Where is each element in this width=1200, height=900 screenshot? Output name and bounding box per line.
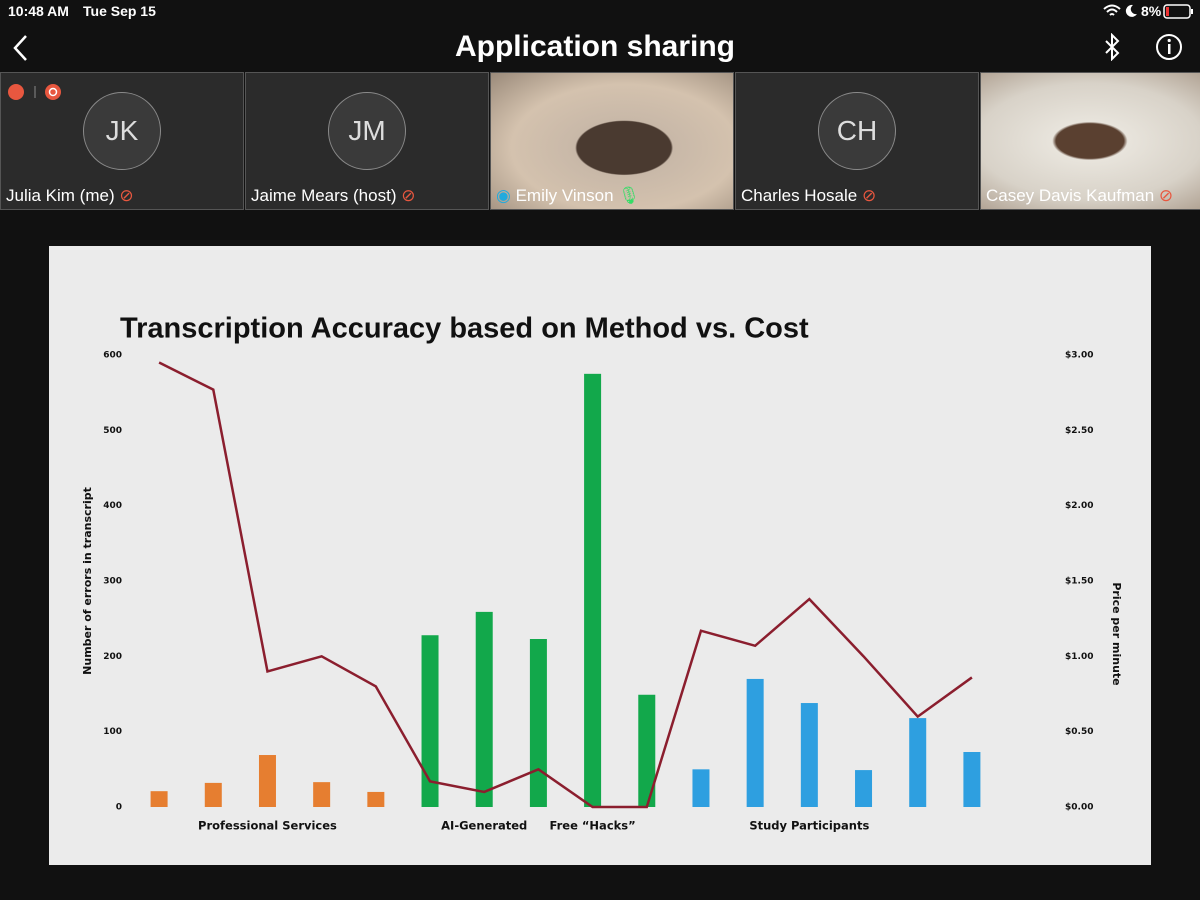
y2-tick-label: $1.50: [1065, 577, 1093, 587]
bar: [909, 718, 927, 807]
bar: [963, 752, 981, 807]
chart-title: Transcription Accuracy based on Method v…: [120, 313, 809, 345]
video-feed: [491, 73, 733, 209]
price-line: [158, 361, 973, 809]
y2-tick-label: $0.50: [1065, 727, 1093, 737]
bar: [367, 791, 385, 807]
participant-tile[interactable]: ◉ Emily Vinson 🎙: [490, 72, 734, 210]
initials: CH: [818, 92, 896, 170]
shared-slide: Transcription Accuracy based on Method v…: [49, 246, 1151, 865]
name: Charles Hosale: [741, 186, 858, 205]
participant-name: ◉ Emily Vinson 🎙: [496, 186, 640, 205]
y-tick-label: 600: [103, 351, 122, 361]
y-tick-label: 100: [103, 727, 122, 737]
participant-name: Casey Davis Kaufman ⊘: [986, 186, 1174, 205]
y-tick-label: 200: [103, 652, 122, 662]
bluetooth-button[interactable]: [1100, 33, 1124, 61]
bar: [584, 373, 602, 807]
time: 10:48 AM: [8, 3, 69, 19]
bar: [204, 782, 222, 807]
participant-tile[interactable]: CH Charles Hosale ⊘: [735, 72, 979, 210]
participant-tile[interactable]: Casey Davis Kaufman ⊘: [980, 72, 1200, 210]
info-button[interactable]: [1154, 32, 1184, 62]
wifi-icon: [1103, 4, 1121, 16]
y2-tick-label: $3.00: [1065, 351, 1093, 361]
moon-icon: [1125, 4, 1137, 17]
header-title: Application sharing: [454, 30, 736, 63]
bar: [421, 635, 439, 807]
y2-tick-label: $2.00: [1065, 501, 1093, 511]
y2-tick-label: $2.50: [1065, 426, 1093, 436]
y2-tick-label: $1.00: [1065, 652, 1093, 662]
participant-tile[interactable]: JK Julia Kim (me) ⊘: [0, 72, 244, 210]
y-tick-label: 0: [116, 803, 122, 813]
bar: [258, 755, 276, 807]
x-tick-label: Study Participants: [749, 819, 869, 833]
video-feed: [981, 73, 1200, 209]
x-tick-label: Free “Hacks”: [549, 819, 635, 833]
participant-tile[interactable]: JM Jaime Mears (host) ⊘: [245, 72, 489, 210]
recording-icons: [8, 84, 61, 100]
participant-name: Julia Kim (me) ⊘: [6, 186, 134, 205]
initials: JK: [83, 92, 161, 170]
name: Casey Davis Kaufman: [986, 186, 1155, 205]
battery-level: 8%: [1141, 3, 1162, 19]
bar: [638, 694, 656, 807]
bar: [855, 770, 873, 807]
bar: [692, 769, 710, 807]
name: Emily Vinson: [515, 186, 614, 205]
y-tick-label: 500: [103, 426, 122, 436]
y-tick-label: 400: [103, 501, 122, 511]
date: Tue Sep 15: [83, 3, 156, 19]
back-button[interactable]: [10, 33, 34, 63]
y2-tick-label: $0.00: [1065, 803, 1093, 813]
battery-icon: [1163, 4, 1193, 19]
y-tick-label: 300: [103, 577, 122, 587]
bar: [529, 639, 547, 807]
y2-axis-title: Price per minute: [1110, 582, 1123, 685]
bar: [475, 611, 493, 807]
bar: [150, 791, 168, 807]
x-tick-label: Professional Services: [198, 819, 337, 833]
bar: [313, 782, 331, 807]
participant-name: Charles Hosale ⊘: [741, 186, 877, 205]
x-tick-label: AI-Generated: [441, 819, 527, 833]
bar: [800, 703, 818, 807]
bar: [746, 678, 764, 807]
participant-name: Jaime Mears (host) ⊘: [251, 186, 416, 205]
initials: JM: [328, 92, 406, 170]
y-axis-title: Number of errors in transcript: [81, 487, 94, 675]
name: Julia Kim (me): [6, 186, 115, 205]
name: Jaime Mears (host): [251, 186, 397, 205]
